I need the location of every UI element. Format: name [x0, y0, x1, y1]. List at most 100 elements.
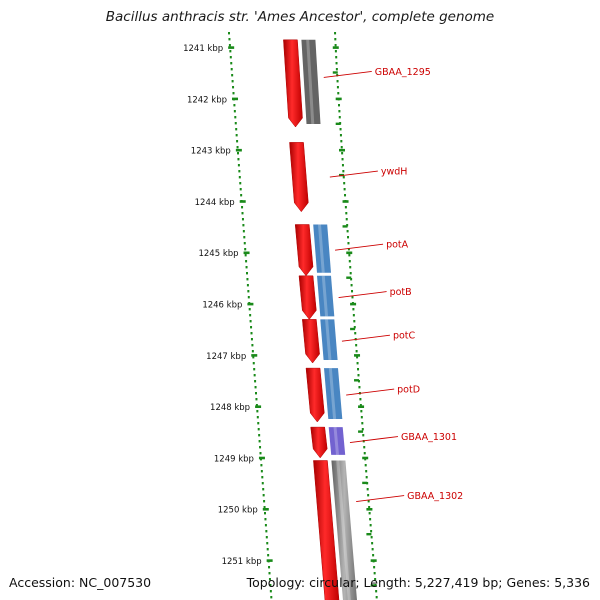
- ruler-dot-left: [244, 254, 247, 257]
- ruler-dot-right: [342, 170, 345, 173]
- ruler-dot-left: [240, 194, 243, 197]
- ruler-dot-right: [375, 590, 378, 593]
- cog-block-gbaa_1302[interactable]: [331, 460, 357, 600]
- ruler-dot-right: [357, 368, 360, 371]
- gene-label-pota[interactable]: potA: [386, 240, 409, 251]
- ruler-dot-right: [356, 362, 359, 365]
- ruler-dot-right: [352, 314, 355, 317]
- ruler-tick: [228, 46, 235, 49]
- gene-arrow-gbaa_1302[interactable]: [313, 460, 340, 600]
- ruler-dot-right: [370, 536, 373, 539]
- ruler-dot-right: [365, 470, 368, 473]
- cog-block-potd[interactable]: [324, 368, 343, 419]
- cog-block-pota[interactable]: [313, 224, 331, 273]
- gene-arrow-potb[interactable]: [298, 275, 317, 320]
- ruler-dot-right: [360, 410, 363, 413]
- ruler-dot-right: [368, 512, 371, 515]
- cog-block-gbaa_1295[interactable]: [301, 39, 321, 124]
- ruler-dot-left: [248, 308, 251, 311]
- gene-arrow-ywdh[interactable]: [289, 142, 309, 213]
- ruler-dot-left: [257, 422, 260, 425]
- gene-track: [283, 39, 340, 600]
- kbp-tick-label: 1243 kbp: [191, 147, 231, 157]
- ruler-dot-left: [241, 212, 244, 215]
- gene-label-potc[interactable]: potC: [393, 331, 416, 342]
- ruler-dot-left: [254, 380, 257, 383]
- ruler-dot-right: [334, 44, 337, 47]
- ruler-tick: [243, 251, 250, 255]
- cog-block-shine: [321, 275, 329, 317]
- ruler-dot-right: [373, 566, 376, 569]
- ruler-dot-left: [262, 494, 265, 497]
- ruler-dot-right: [352, 308, 355, 311]
- ruler-dot-right: [375, 596, 378, 599]
- cog-block-potc[interactable]: [320, 319, 338, 360]
- ruler-minor-tick: [346, 276, 352, 279]
- gene-arrow-pota[interactable]: [294, 224, 314, 277]
- ruler-dot-right: [343, 188, 346, 191]
- gene-label-gbaa_1302[interactable]: GBAA_1302: [407, 491, 463, 502]
- ruler-dot-right: [341, 152, 344, 155]
- ruler-dot-left: [261, 476, 264, 479]
- gene-labels: GBAA_1295 ywdH potA potB potC potD GBAA_1301 GB…: [323, 67, 463, 502]
- ruler-dot-left: [233, 110, 236, 113]
- cog-block-shine: [336, 460, 351, 600]
- gene-label-potd[interactable]: potD: [397, 385, 420, 396]
- ruler-dot-left: [268, 578, 271, 581]
- ruler-dot-left: [254, 386, 257, 389]
- ruler-dot-right: [334, 32, 337, 35]
- ruler-dot-right: [345, 218, 348, 221]
- ruler-dot-right: [347, 248, 350, 251]
- ruler-tick-right: [362, 456, 369, 460]
- gene-label-gbaa_1295[interactable]: GBAA_1295: [375, 67, 431, 78]
- ruler-dot-right: [374, 578, 377, 581]
- ruler-dot-right: [372, 554, 375, 557]
- gene-arrow-potd[interactable]: [305, 367, 325, 423]
- ruler-minor-tick: [350, 327, 356, 331]
- ruler-tick: [235, 148, 242, 152]
- ruler-tick-right: [366, 508, 373, 511]
- ruler-tick: [266, 559, 273, 562]
- ruler-minor-tick: [332, 71, 338, 74]
- ruler-dot-left: [250, 326, 253, 329]
- ruler-dot-left: [269, 584, 272, 587]
- cog-block-potb[interactable]: [317, 275, 335, 317]
- ruler-dot-left: [260, 464, 263, 467]
- ruler-dot-right: [335, 68, 338, 71]
- gene-label-gbaa_1301[interactable]: GBAA_1301: [401, 432, 457, 443]
- ruler-dot-left: [247, 296, 250, 299]
- ruler-dot-left: [253, 368, 256, 371]
- ruler-tick: [258, 456, 265, 460]
- kbp-tick-label: 1241 kbp: [183, 44, 223, 54]
- ruler-dot-left: [257, 428, 260, 431]
- ruler-dot-left: [263, 506, 266, 509]
- gene-arrow-potc[interactable]: [302, 319, 320, 364]
- accession-label: Accession:: [9, 575, 80, 590]
- ruler-dot-right: [335, 62, 338, 65]
- ruler-tick: [232, 97, 239, 101]
- ruler-dot-right: [335, 56, 338, 59]
- ruler-dot-right: [368, 506, 371, 509]
- ruler-tick: [239, 200, 246, 203]
- gene-arrow-gbaa_1301[interactable]: [310, 426, 328, 459]
- ruler-dot-right: [366, 488, 369, 491]
- ruler-dot-left: [239, 188, 242, 191]
- ruler-tick-right: [346, 251, 353, 255]
- ruler-dot-left: [232, 92, 235, 95]
- ruler-dot-left: [230, 68, 233, 71]
- ruler-dot-left: [262, 488, 265, 491]
- ruler-dot-left: [238, 170, 241, 173]
- ruler-dot-right: [363, 446, 366, 449]
- gene-arrow-gbaa_1295[interactable]: [283, 39, 303, 128]
- ruler-dot-right: [346, 230, 349, 233]
- ruler-minor-tick: [362, 481, 368, 485]
- gene-label-ywdh[interactable]: ywdH: [381, 167, 408, 178]
- ruler-tick-right: [354, 354, 361, 357]
- gene-label-potb[interactable]: potB: [390, 287, 412, 298]
- ruler-dot-right: [337, 92, 340, 95]
- cog-block-gbaa_1301[interactable]: [328, 427, 346, 455]
- ruler-dot-left: [265, 530, 268, 533]
- kbp-tick-label: 1247 kbp: [206, 352, 246, 362]
